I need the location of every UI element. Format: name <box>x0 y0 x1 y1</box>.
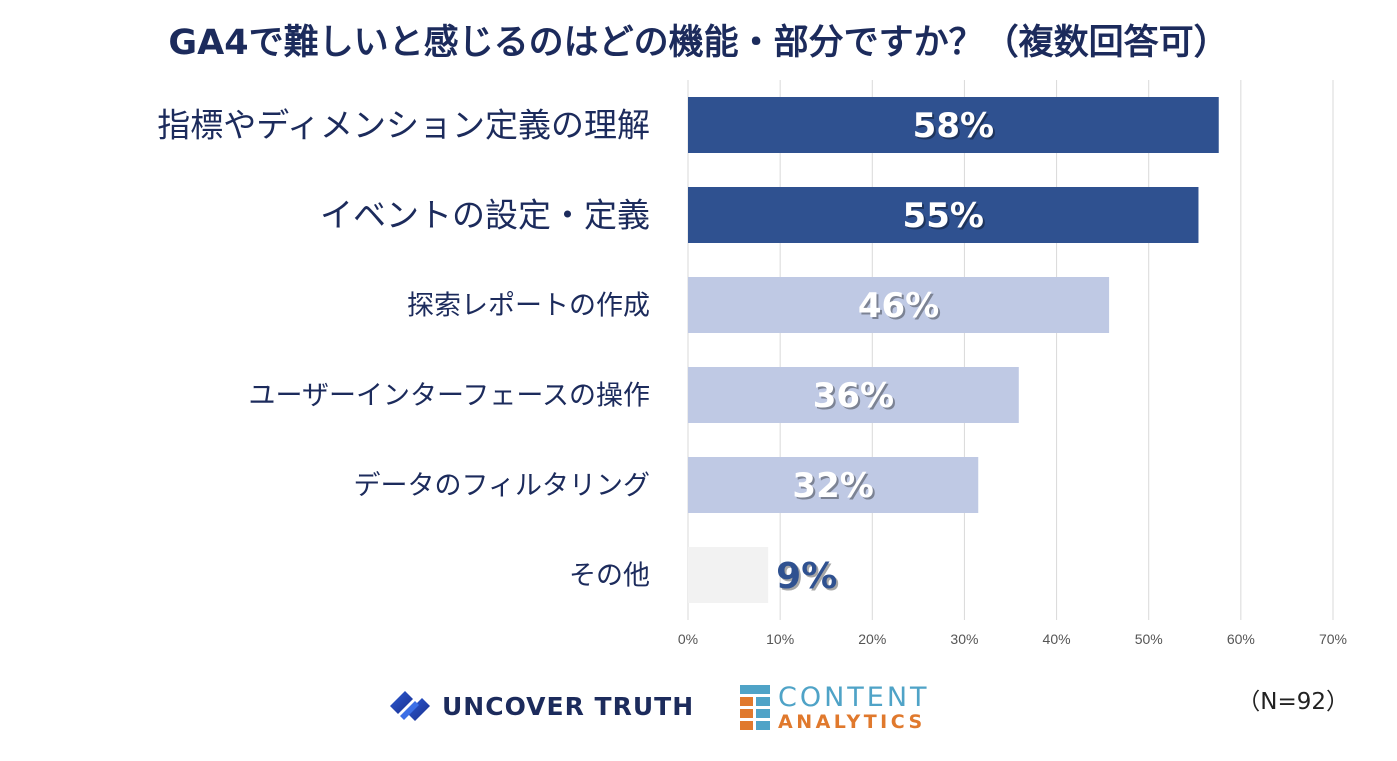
content-analytics-mark-icon <box>740 685 770 730</box>
value-label-shadow: 36% <box>815 378 896 418</box>
value-label: 46% <box>858 286 939 326</box>
bar <box>688 547 769 603</box>
value-label: 36% <box>813 376 894 416</box>
x-tick-label: 20% <box>858 631 886 647</box>
category-label: 指標やディメンション定義の理解 <box>157 106 650 145</box>
category-labels: 指標やディメンション定義の理解イベントの設定・定義探索レポートの作成ユーザーイン… <box>157 106 650 592</box>
value-label-shadow: 55% <box>905 198 986 238</box>
uncover-truth-mark-icon <box>390 691 430 721</box>
x-tick-label: 60% <box>1227 631 1255 647</box>
bar <box>688 97 1219 153</box>
value-label-shadow: 32% <box>794 468 875 508</box>
category-label: ユーザーインターフェースの操作 <box>249 380 651 411</box>
value-label: 32% <box>792 466 873 506</box>
value-label: 58% <box>913 106 994 146</box>
category-label: データのフィルタリング <box>354 470 650 501</box>
bars <box>688 97 1219 603</box>
x-tick-label: 10% <box>766 631 794 647</box>
chart-title: GA4で難しいと感じるのはどの機能・部分ですか？（複数回答可） <box>168 23 1229 63</box>
bar <box>688 277 1110 333</box>
bar-chart: 指標やディメンション定義の理解イベントの設定・定義探索レポートの作成ユーザーイン… <box>157 80 1347 647</box>
x-tick-label: 50% <box>1135 631 1163 647</box>
category-label: イベントの設定・定義 <box>320 196 650 235</box>
sample-size-note: （N=92） <box>1237 689 1349 715</box>
x-axis-ticks: 0% 10% 20% 30% 40% 50% 60% 70% <box>678 631 1347 647</box>
category-label: その他 <box>569 560 650 591</box>
x-tick-label: 0% <box>678 631 698 647</box>
uncover-truth-text: UNCOVER TRUTH <box>442 691 695 721</box>
content-analytics-line1: CONTENT <box>778 682 930 713</box>
grid-lines <box>687 80 1334 620</box>
category-label: 探索レポートの作成 <box>407 290 650 321</box>
x-tick-label: 70% <box>1319 631 1347 647</box>
value-label: 55% <box>903 196 984 236</box>
uncover-truth-logo: UNCOVER TRUTH <box>388 689 694 723</box>
content-analytics-line2: ANALYTICS <box>778 711 926 733</box>
value-label-shadow: 58% <box>915 108 996 148</box>
bar <box>688 367 1019 423</box>
content-analytics-logo: CONTENT ANALYTICS <box>740 684 930 732</box>
value-labels: 58%58%55%55%46%46%36%36%32%32%9%9% <box>776 106 996 599</box>
value-label-shadow: 46% <box>860 288 941 328</box>
x-tick-label: 40% <box>1043 631 1071 647</box>
bar <box>688 187 1199 243</box>
value-label: 9% <box>776 556 837 597</box>
x-tick-label: 30% <box>950 631 978 647</box>
bar <box>688 457 979 513</box>
value-label-shadow: 9% <box>778 558 839 599</box>
